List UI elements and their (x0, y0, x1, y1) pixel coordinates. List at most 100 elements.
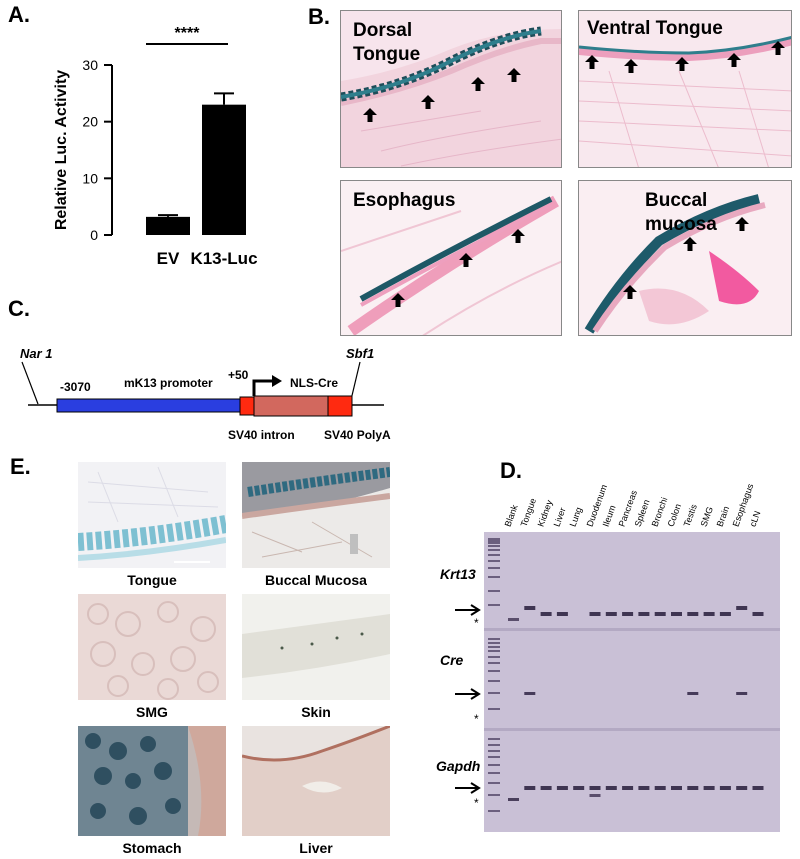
gel-band (703, 786, 715, 790)
micrograph-esophagus: Esophagus (340, 180, 562, 336)
gel-band (589, 786, 601, 790)
ladder-band (488, 670, 500, 672)
ladder-band (488, 662, 500, 664)
panel-a-letter: A. (8, 2, 30, 27)
label-ventral-tongue: Ventral Tongue (587, 18, 723, 39)
gel-band (524, 786, 536, 790)
ladder-band (488, 756, 500, 758)
gel-band (687, 786, 699, 790)
ladder-band (488, 638, 500, 640)
panel-c-letter: C. (8, 296, 30, 321)
micrograph-e-skin (242, 594, 390, 700)
ladder-band (488, 650, 500, 652)
gel-band (589, 794, 601, 797)
nar1-site-label: Nar 1 (20, 346, 53, 361)
ladder-band (488, 810, 500, 812)
arrow-up-icon (391, 293, 405, 307)
position-start-label: -3070 (60, 380, 91, 394)
bar (202, 104, 246, 236)
nls-cre-box (253, 395, 329, 417)
lane-label: Brain (714, 504, 732, 528)
gel-band (622, 612, 634, 616)
sv40-intron-label: SV40 intron (228, 428, 295, 442)
caption-stomach: Stomach (122, 840, 182, 856)
y-tick-label: 20 (82, 114, 98, 130)
ladder-band (488, 782, 500, 784)
gel-band (703, 612, 715, 616)
gel-band (524, 606, 536, 610)
sv40-intron-box (239, 396, 255, 416)
gel-band (736, 692, 748, 695)
gene-label-cre: Cre (440, 652, 464, 668)
arrow-up-icon (683, 237, 697, 251)
micrograph-ventral-tongue: Ventral Tongue (578, 10, 792, 168)
arrow-up-icon (624, 59, 638, 73)
gel-band (752, 612, 764, 616)
ladder-band (488, 538, 500, 540)
micrograph-e-buccal-mucosa (242, 462, 390, 568)
ladder-band (488, 540, 500, 542)
primer-dimer-star: * (474, 712, 479, 726)
ladder-band (488, 692, 500, 694)
gel-band (719, 786, 731, 790)
panel-d-letter: D. (500, 458, 522, 483)
gel-band (556, 786, 568, 790)
gel-band (524, 692, 536, 695)
ladder-band (488, 708, 500, 710)
category-label: K13-Luc (190, 249, 257, 268)
panel-e-letter: E. (10, 454, 31, 479)
significance-label: **** (175, 25, 201, 42)
gel-band (622, 786, 634, 790)
lane-label: cLN (747, 509, 762, 528)
caption-tongue: Tongue (127, 572, 177, 588)
sbf1-site-label: Sbf1 (346, 346, 375, 361)
gel-band (736, 786, 748, 790)
gel-band (654, 612, 666, 616)
ladder-band (488, 656, 500, 658)
micrograph-dorsal-tongue: Dorsal Tongue (340, 10, 562, 168)
y-axis-label: Relative Luc. Activity (53, 70, 70, 230)
ladder-band (488, 554, 500, 556)
micrograph-e-tongue (78, 462, 226, 568)
promoter-label: mK13 promoter (124, 376, 213, 390)
y-tick-label: 0 (90, 227, 98, 243)
caption-buccal-mucosa: Buccal Mucosa (265, 572, 367, 588)
gel-band (540, 612, 552, 616)
nar1-tick (21, 361, 39, 405)
arrow-up-icon (585, 55, 599, 69)
bar-chart: Relative Luc. Activity 0 10 20 30 **** EV K1… (53, 25, 258, 268)
gel-band (589, 612, 601, 616)
nls-cre-label: NLS-Cre (290, 376, 339, 390)
micrograph-e-stomach (78, 726, 226, 836)
primer-dimer-star: * (474, 796, 479, 810)
ladder-band (488, 680, 500, 682)
arrow-right-icon (455, 604, 481, 616)
ladder-band (488, 744, 500, 746)
promoter-box (56, 398, 241, 413)
ladder-band (488, 604, 500, 606)
bar (146, 216, 190, 235)
gel-band (687, 692, 699, 695)
ladder-band (488, 642, 500, 644)
gel-band (687, 612, 699, 616)
arrow-right-icon (455, 782, 481, 794)
lane-label: Liver (551, 506, 568, 528)
arrow-up-icon (735, 217, 749, 231)
gel-band (736, 606, 748, 610)
gel-band (605, 612, 617, 616)
ladder-band (488, 542, 500, 544)
ladder-band (488, 545, 500, 547)
ladder-band (488, 794, 500, 796)
gel-band (638, 786, 650, 790)
caption-smg: SMG (136, 704, 168, 720)
gel-image (484, 532, 780, 832)
gel-band (573, 786, 585, 790)
construct-diagram (21, 361, 384, 417)
ladder-band (488, 549, 500, 551)
lane-label: Testis (681, 502, 700, 528)
ladder-band (488, 646, 500, 648)
micrograph-e-smg (78, 594, 226, 700)
y-tick-label: 30 (82, 57, 98, 73)
ladder-band (488, 590, 500, 592)
gel-band (719, 612, 731, 616)
